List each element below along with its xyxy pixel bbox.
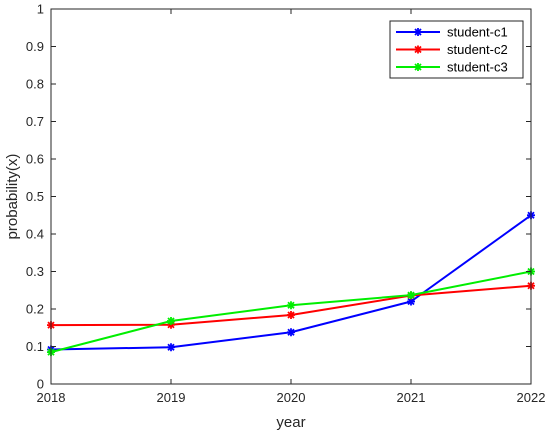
y-tick-label: 0.2 (26, 302, 44, 317)
data-point-marker (167, 317, 175, 325)
data-point-marker (287, 328, 295, 337)
data-point-marker (287, 301, 295, 310)
x-axis-title: year (276, 414, 305, 431)
y-tick-label: 0 (37, 377, 44, 392)
series-layer (47, 211, 535, 357)
x-tick-label: 2022 (517, 390, 546, 405)
legend: student-c1 student-c2 student-c3 (389, 20, 524, 79)
y-tick-label: 0.7 (26, 114, 44, 129)
x-tick-label: 2020 (277, 390, 306, 405)
y-tick-label: 0.4 (26, 227, 44, 242)
data-point-marker (407, 297, 415, 306)
y-tick-label: 0.6 (26, 152, 44, 167)
y-axis-ticks: 0 0.1 0.2 0.3 0.4 0.5 0.6 0.7 0.8 0.9 1 (26, 2, 531, 392)
legend-label: student-c1 (447, 25, 508, 40)
y-tick-label: 0.5 (26, 189, 44, 204)
y-tick-label: 0.8 (26, 77, 44, 92)
y-axis-title: probability(x) (4, 154, 21, 240)
legend-item: student-c3 (396, 60, 508, 75)
y-tick-label: 0.9 (26, 39, 44, 54)
data-point-marker (414, 63, 422, 71)
data-point-marker (414, 28, 422, 36)
data-point-marker (287, 311, 295, 319)
y-tick-label: 0.3 (26, 264, 44, 279)
legend-label: student-c2 (447, 42, 508, 57)
data-point-marker (414, 45, 422, 54)
legend-item: student-c1 (396, 25, 508, 40)
legend-item: student-c2 (396, 42, 508, 57)
y-tick-label: 1 (37, 2, 44, 17)
legend-label: student-c3 (447, 60, 508, 75)
x-axis-ticks: 2018 2019 2020 2021 2022 (37, 9, 546, 405)
series-student-c3 (47, 267, 535, 357)
x-tick-label: 2019 (157, 390, 186, 405)
data-point-marker (407, 291, 415, 300)
x-tick-label: 2018 (37, 390, 66, 405)
y-tick-label: 0.1 (26, 339, 44, 354)
data-point-marker (167, 343, 175, 352)
x-tick-label: 2021 (397, 390, 426, 405)
